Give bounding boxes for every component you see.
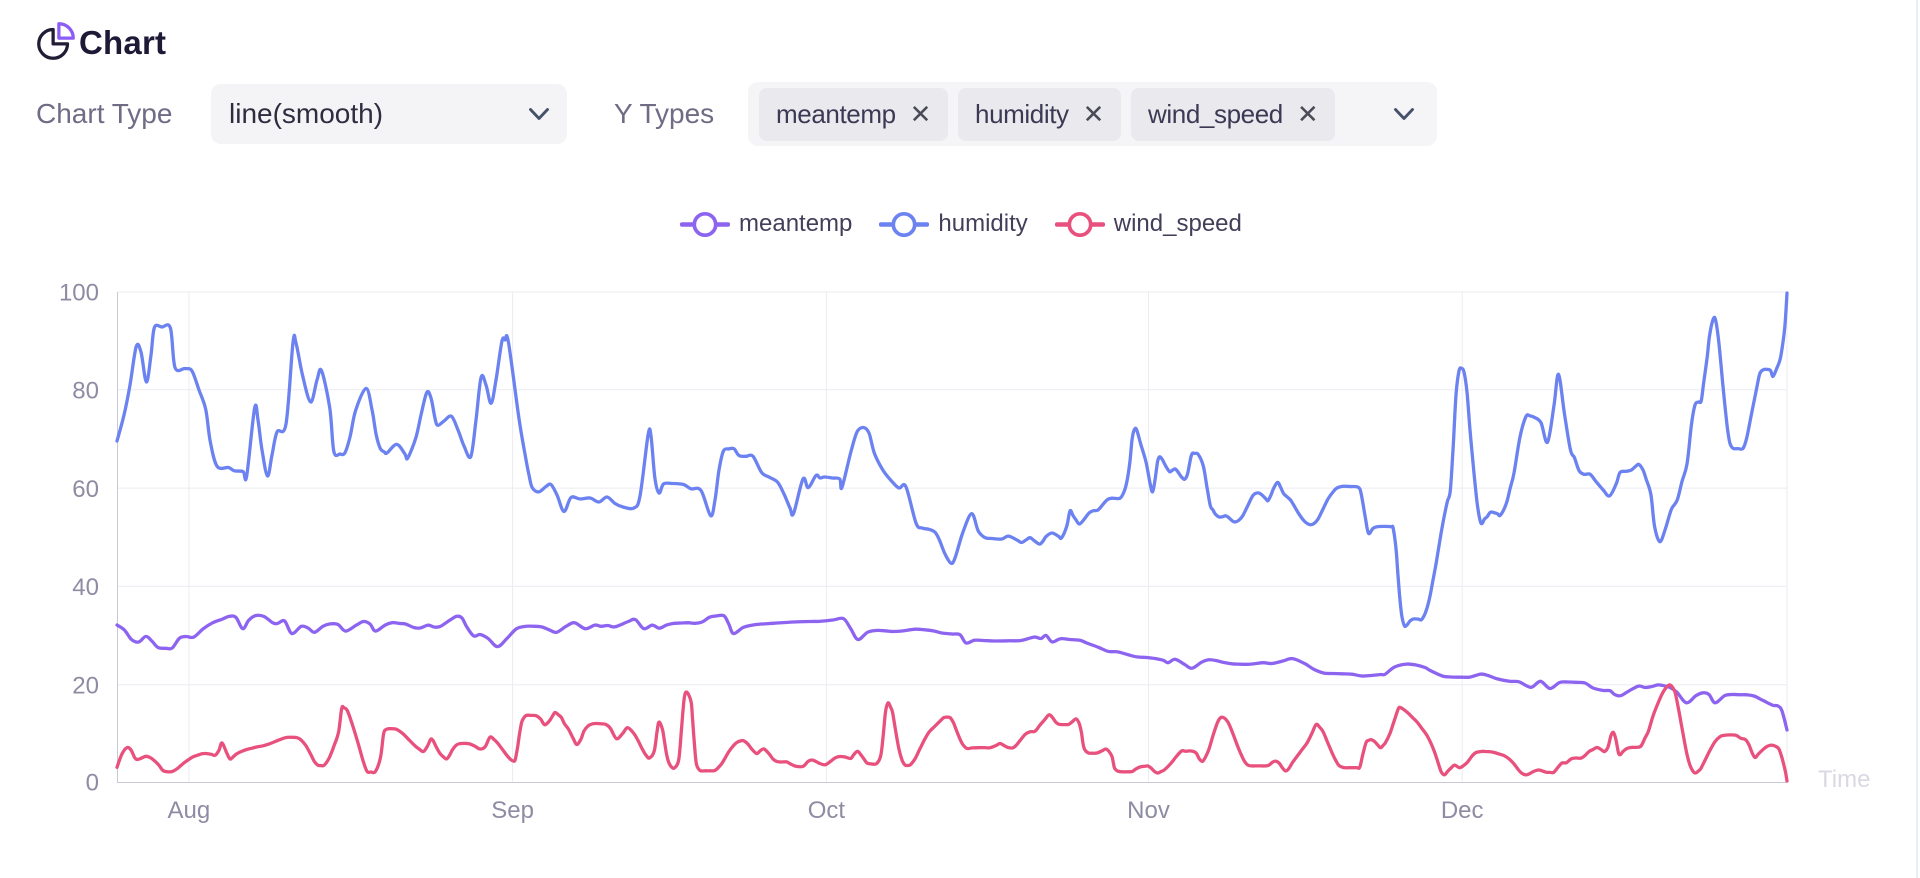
svg-text:Nov: Nov xyxy=(1127,797,1170,824)
svg-text:20: 20 xyxy=(72,672,99,699)
svg-text:100: 100 xyxy=(59,280,99,307)
svg-text:80: 80 xyxy=(72,378,99,405)
svg-text:60: 60 xyxy=(72,476,99,503)
svg-text:Dec: Dec xyxy=(1441,797,1484,824)
svg-text:40: 40 xyxy=(72,574,99,601)
svg-text:Sep: Sep xyxy=(491,797,534,824)
svg-text:Oct: Oct xyxy=(808,797,846,824)
svg-text:Time: Time xyxy=(1818,766,1870,793)
svg-text:0: 0 xyxy=(86,770,99,797)
svg-text:Aug: Aug xyxy=(168,797,211,824)
